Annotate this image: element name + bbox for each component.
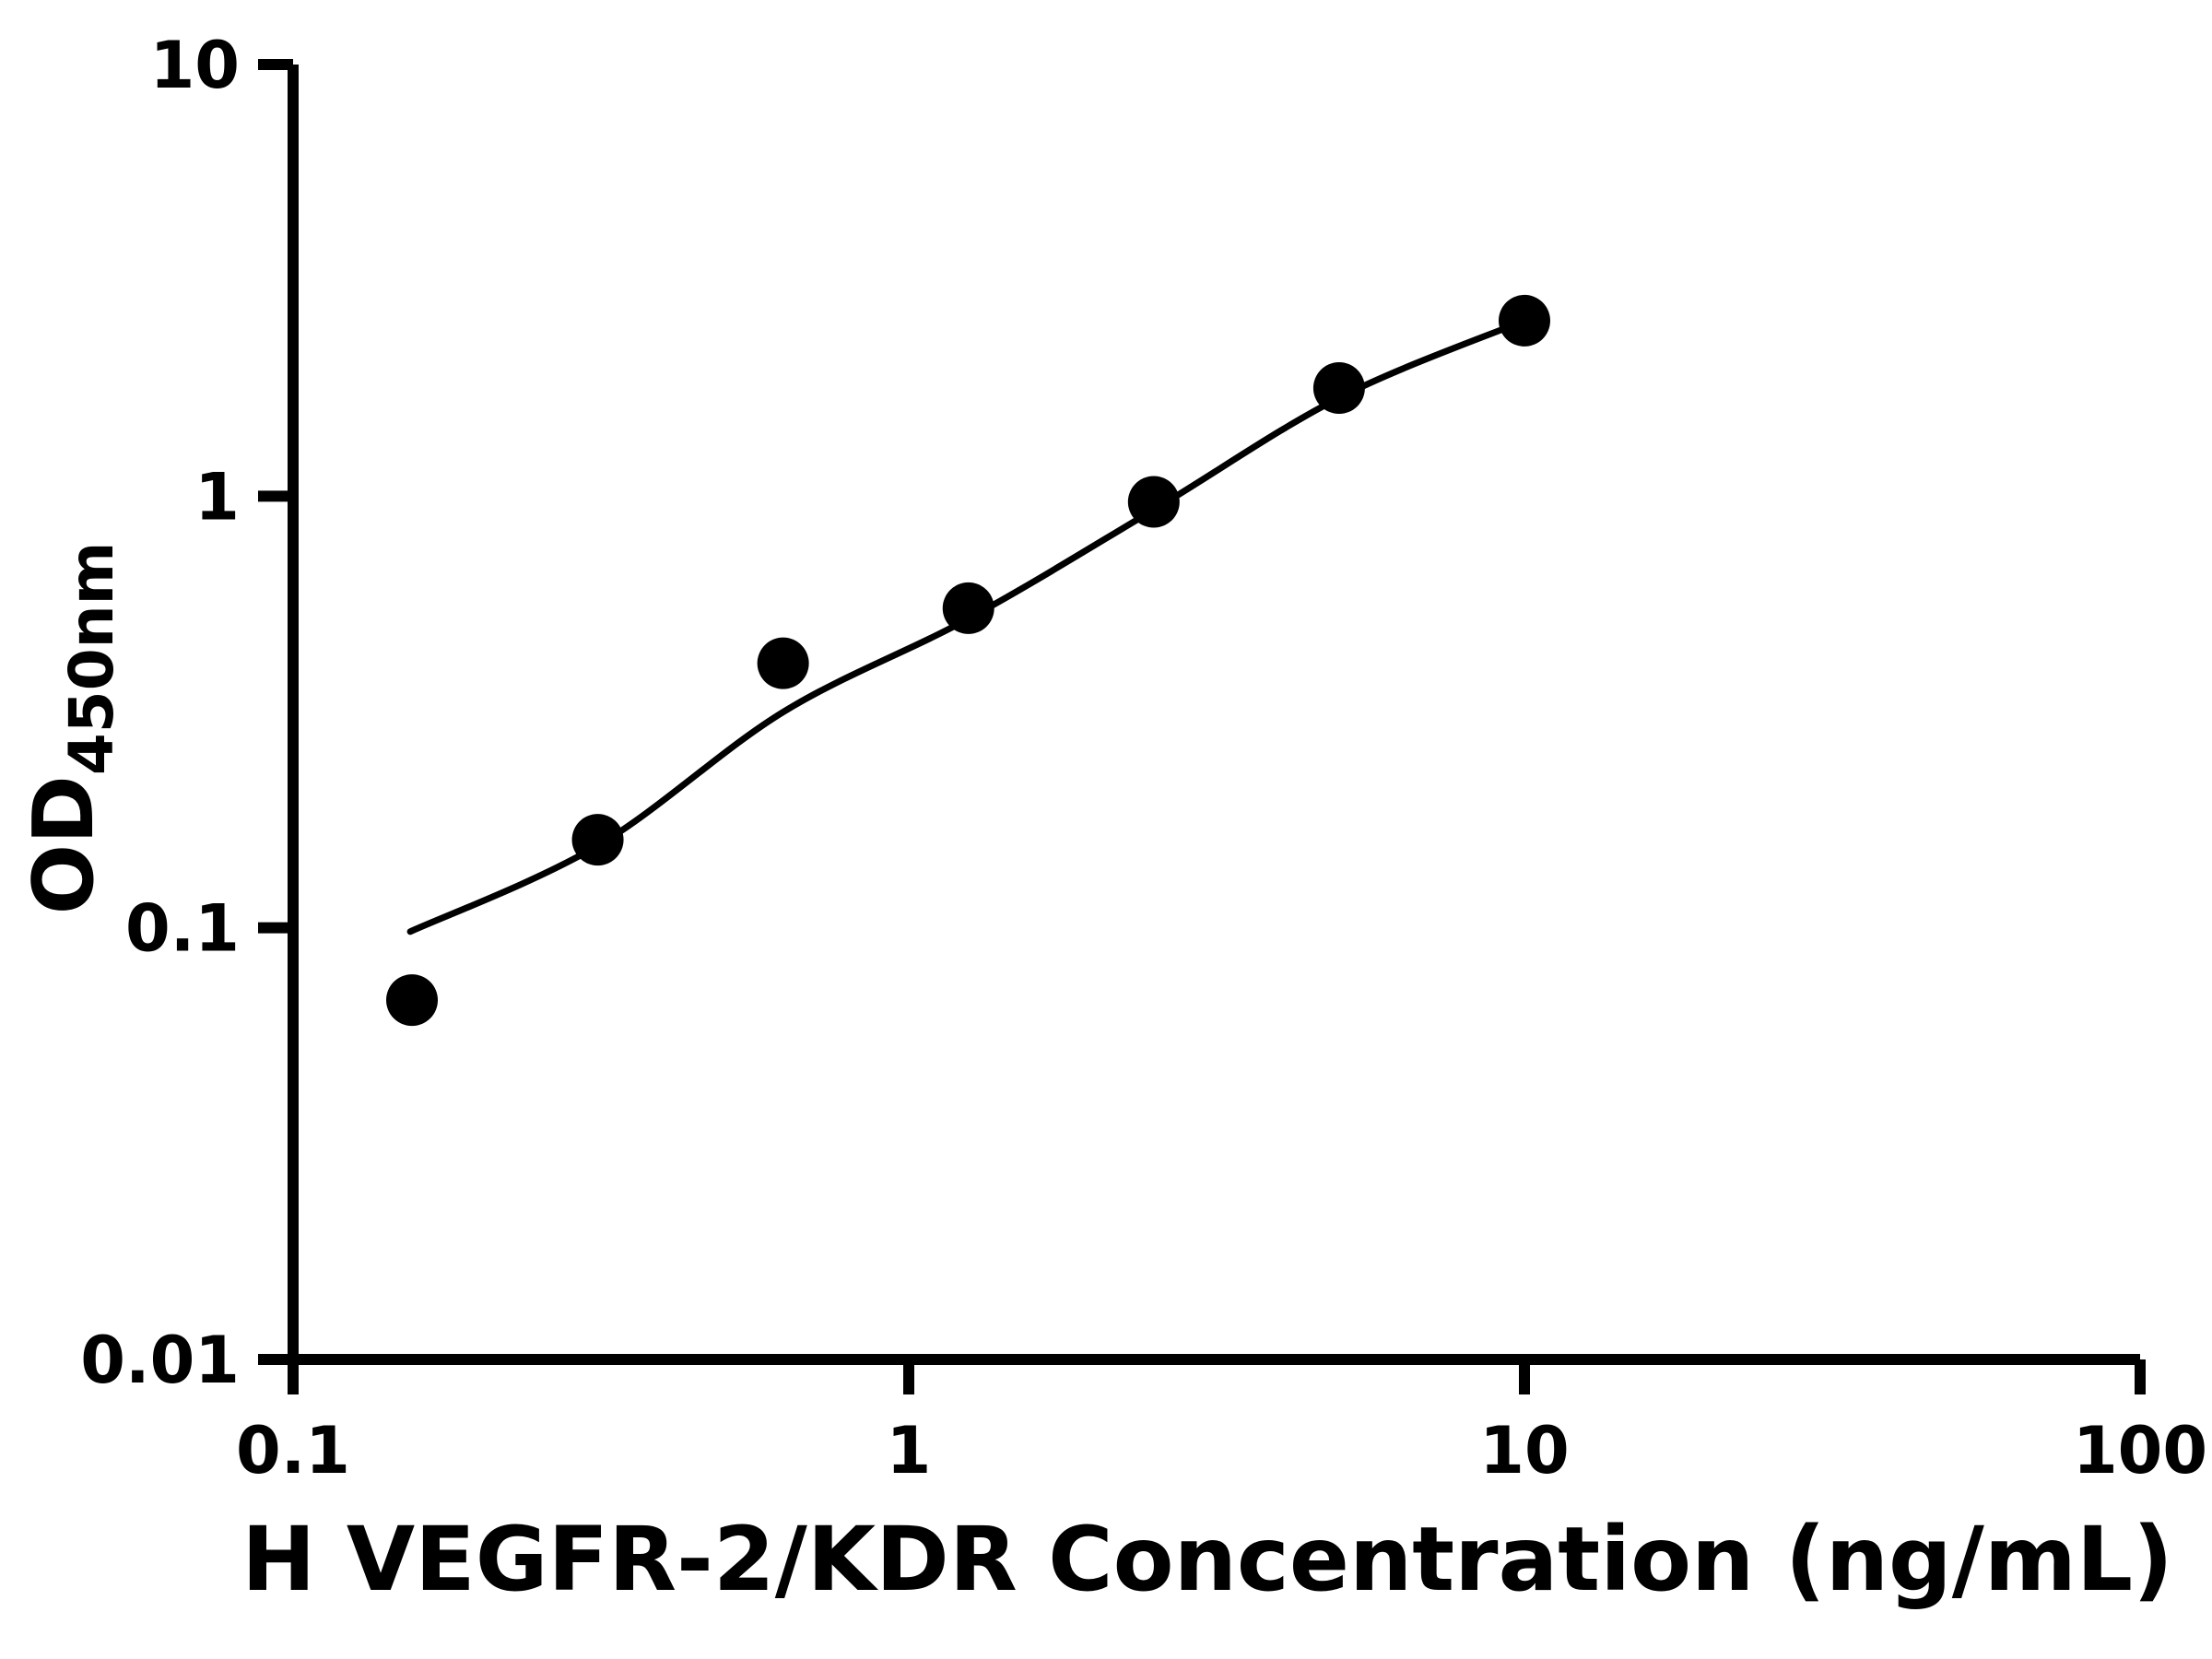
data-point-marker: [1127, 476, 1180, 528]
data-point-marker: [1312, 362, 1365, 415]
x-axis-title: H VEGFR-2/KDR Concentration (ng/mL): [241, 1508, 2173, 1611]
data-point-marker: [757, 637, 809, 689]
x-axis-tick-label: 0.1: [236, 1413, 350, 1488]
x-axis-tick-label: 10: [1479, 1413, 1569, 1488]
plot-area: 0.1 1 10 100 0.01 0.1 1 10: [80, 28, 2207, 1488]
y-axis-tick-label: 0.01: [80, 1323, 240, 1398]
x-axis-tick-label: 1: [887, 1413, 932, 1488]
data-point-marker: [942, 582, 994, 634]
data-point-marker: [1499, 294, 1550, 347]
y-axis-title: OD450nm: [16, 542, 127, 915]
y-axis-tick-label: 10: [150, 28, 240, 103]
data-point-marker: [571, 814, 624, 866]
axes-frame: [288, 65, 2140, 1365]
y-axis-tick-label: 0.1: [125, 891, 240, 967]
y-axis-tick-label: 1: [194, 459, 240, 535]
data-point-marker: [386, 974, 439, 1027]
y-axis-title-subscript: 450nm: [56, 542, 127, 776]
x-axis-tick-label: 100: [2073, 1413, 2207, 1488]
y-axis-title-main: OD: [16, 775, 112, 914]
